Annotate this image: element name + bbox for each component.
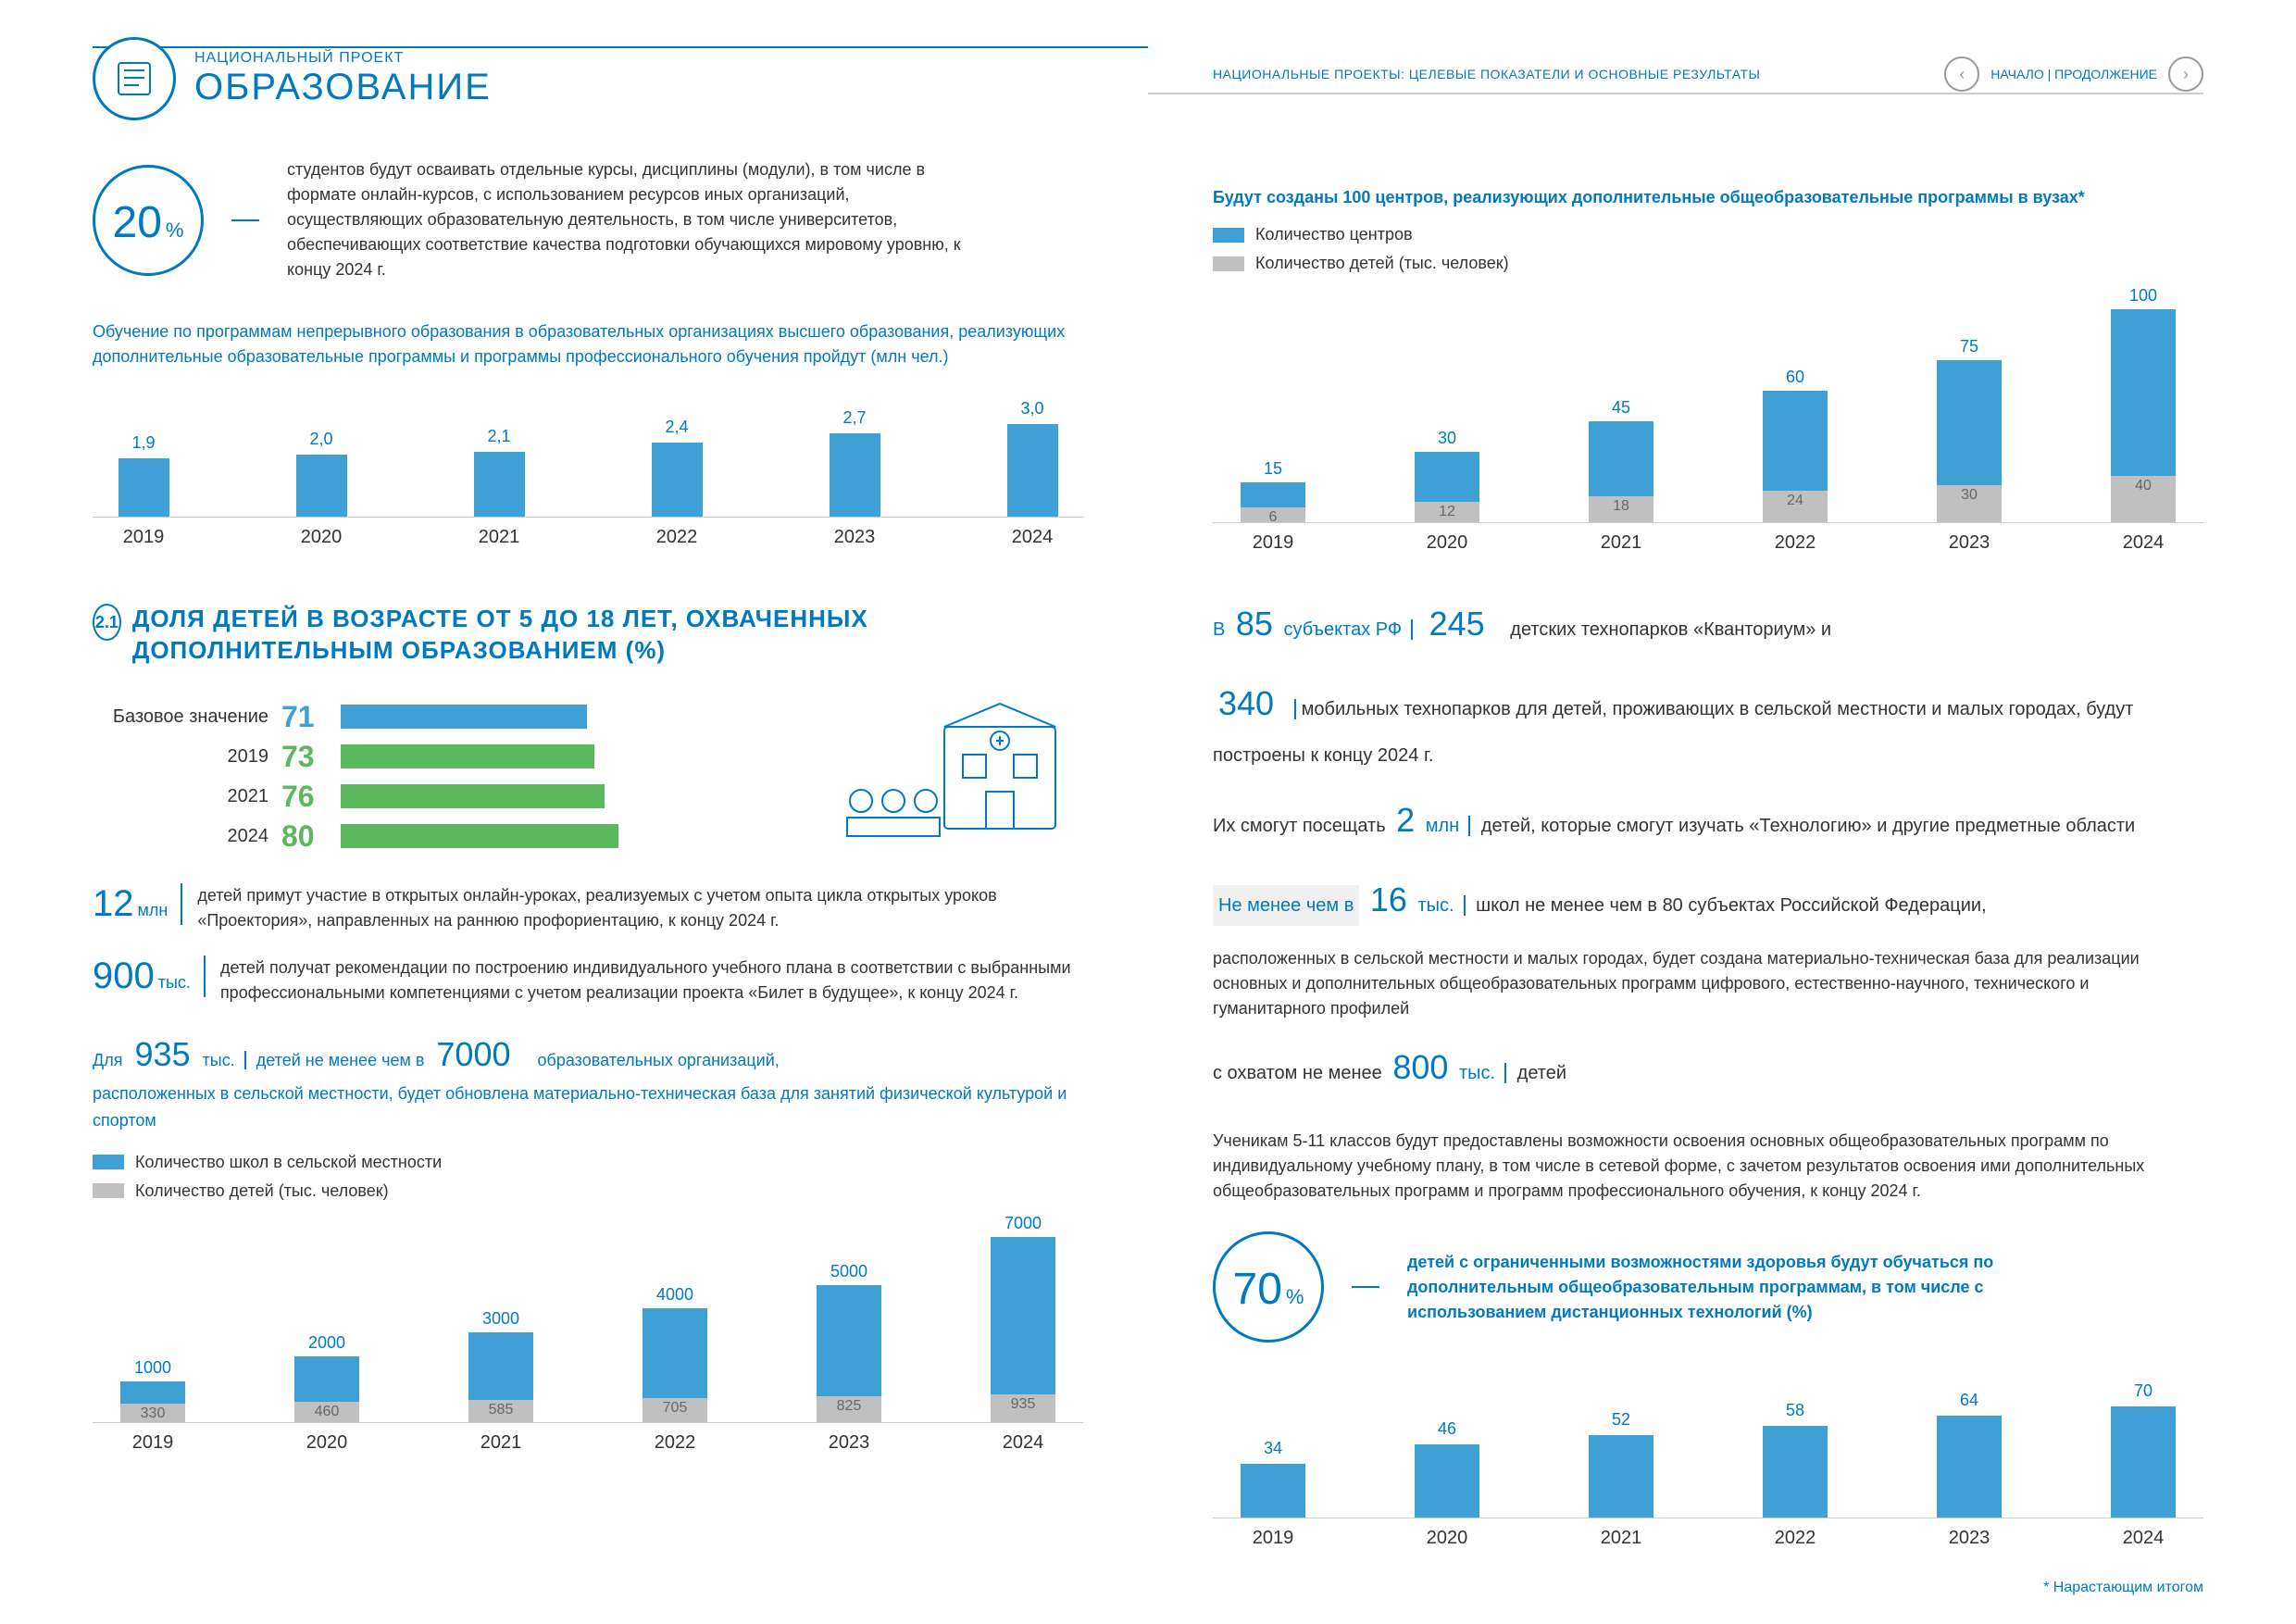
bar: 46 — [1396, 1419, 1498, 1518]
stacked-bar: 3000585 — [450, 1309, 552, 1422]
breadcrumb: НАЦИОНАЛЬНЫЕ ПРОЕКТЫ: ЦЕЛЕВЫЕ ПОКАЗАТЕЛИ… — [1213, 67, 1760, 81]
page-navigation: ‹ НАЧАЛО | ПРОДОЛЖЕНИЕ › — [1944, 56, 2203, 92]
stacked-bar: 10040 — [2092, 286, 2194, 522]
stacked-bar: 4518 — [1570, 398, 1672, 522]
line-85-245: В 85 субъектах РФ 245 детских технопарко… — [1213, 591, 2203, 657]
bar: 52 — [1570, 1410, 1672, 1518]
section-2-1-header: 2.1 ДОЛЯ ДЕТЕЙ В ВОЗРАСТЕ ОТ 5 ДО 18 ЛЕТ… — [93, 604, 1083, 667]
chart-continuous-education: 1,92,02,12,42,73,0 201920202021202220232… — [93, 388, 1083, 548]
chart-disabled-children: 344652586470 201920202021202220232024 — [1213, 1380, 2203, 1549]
bar: 2,0 — [280, 430, 363, 517]
hbar-row: Базовое значение71 — [93, 700, 787, 734]
stacked-bar: 3012 — [1396, 429, 1498, 522]
stat-text: студентов будут осваивать отдельные курс… — [287, 157, 972, 282]
hbar-row: 202480 — [93, 819, 787, 854]
chart1-title: Обучение по программам непрерывного обра… — [93, 319, 1083, 369]
stat-text: детей с ограниченными возможностями здор… — [1407, 1250, 2092, 1325]
stacked-bar: 156 — [1222, 459, 1324, 522]
project-icon — [93, 37, 176, 120]
swatch-blue — [93, 1155, 124, 1169]
bar: 3,0 — [991, 399, 1074, 517]
project-subtitle: НАЦИОНАЛЬНЫЙ ПРОЕКТ — [194, 50, 492, 67]
stat-circle: 70 % — [1213, 1231, 1324, 1343]
horizontal-bar-chart: Базовое значение71 201973 202176 202480 — [93, 694, 787, 859]
stat-70-percent: 70 % детей с ограниченными возможностями… — [1213, 1231, 2203, 1343]
legend-chart2: Количество школ в сельской местности Кол… — [93, 1153, 1083, 1201]
nav-prev-button[interactable]: ‹ — [1944, 56, 1979, 92]
bar: 1,9 — [102, 433, 185, 517]
nav-next-button[interactable]: › — [2168, 56, 2203, 92]
bar: 2,4 — [635, 418, 718, 517]
stat-12-mln: 12млн детей примут участие в открытых он… — [93, 883, 1083, 933]
stacked-bar: 1000330 — [102, 1358, 204, 1422]
stacked-bar: 4000705 — [624, 1285, 726, 1422]
school-illustration — [824, 694, 1083, 861]
bar: 2,1 — [457, 427, 541, 517]
stacked-bar: 7530 — [1918, 337, 2020, 522]
stacked-bar: 5000825 — [798, 1262, 900, 1422]
bar: 34 — [1222, 1439, 1324, 1518]
project-title: ОБРАЗОВАНИЕ — [194, 67, 492, 108]
swatch-gray — [1213, 256, 1244, 271]
legend-chart3: Количество центров Количество детей (тыс… — [1213, 225, 2203, 273]
flow-935-7000: Для 935 тыс. детей не менее чем в 7000 о… — [93, 1028, 1083, 1134]
stacked-bar: 7000935 — [972, 1214, 1074, 1422]
chart-100-centers: 156301245186024753010040 201920202021202… — [1213, 292, 2203, 554]
line-16-tys: Не менее чем в 16 тыс. школ не менее чем… — [1213, 867, 2203, 933]
line-340: 340 мобильных технопарков для детей, про… — [1213, 670, 2203, 774]
line-800: с охватом не менее 800 тыс. детей — [1213, 1034, 2203, 1101]
swatch-blue — [1213, 228, 1244, 243]
stat-900-tys: 900тыс. детей получат рекомендации по по… — [93, 956, 1083, 1006]
bar: 64 — [1918, 1391, 2020, 1518]
hbar-row: 202176 — [93, 780, 787, 814]
line-2mln: Их смогут посещать 2 млн детей, которые … — [1213, 787, 2203, 854]
section-number: 2.1 — [93, 604, 121, 641]
stacked-bar: 2000460 — [276, 1333, 378, 1422]
bar: 58 — [1744, 1401, 1846, 1518]
line-16-tail: расположенных в сельской местности и мал… — [1213, 946, 2203, 1021]
para-5-11: Ученикам 5-11 классов будут предоставлен… — [1213, 1129, 2203, 1204]
chart3-title: Будут созданы 100 центров, реализующих д… — [1213, 185, 2203, 210]
chart-rural-schools: 1000330200046030005854000705500082570009… — [93, 1219, 1083, 1454]
swatch-gray — [93, 1183, 124, 1198]
section-title: ДОЛЯ ДЕТЕЙ В ВОЗРАСТЕ ОТ 5 ДО 18 ЛЕТ, ОХ… — [132, 604, 1083, 667]
stat-20-percent: 20 % студентов будут осваивать отдельные… — [93, 157, 1083, 282]
bar: 2,7 — [813, 408, 896, 517]
stacked-bar: 6024 — [1744, 368, 1846, 522]
stat-circle: 20 % — [93, 165, 204, 276]
page-header: НАЦИОНАЛЬНЫЙ ПРОЕКТ ОБРАЗОВАНИЕ — [93, 37, 1083, 120]
footnote: * Нарастающим итогом — [2043, 1580, 2203, 1596]
hbar-row: 201973 — [93, 740, 787, 774]
bar: 70 — [2092, 1381, 2194, 1518]
